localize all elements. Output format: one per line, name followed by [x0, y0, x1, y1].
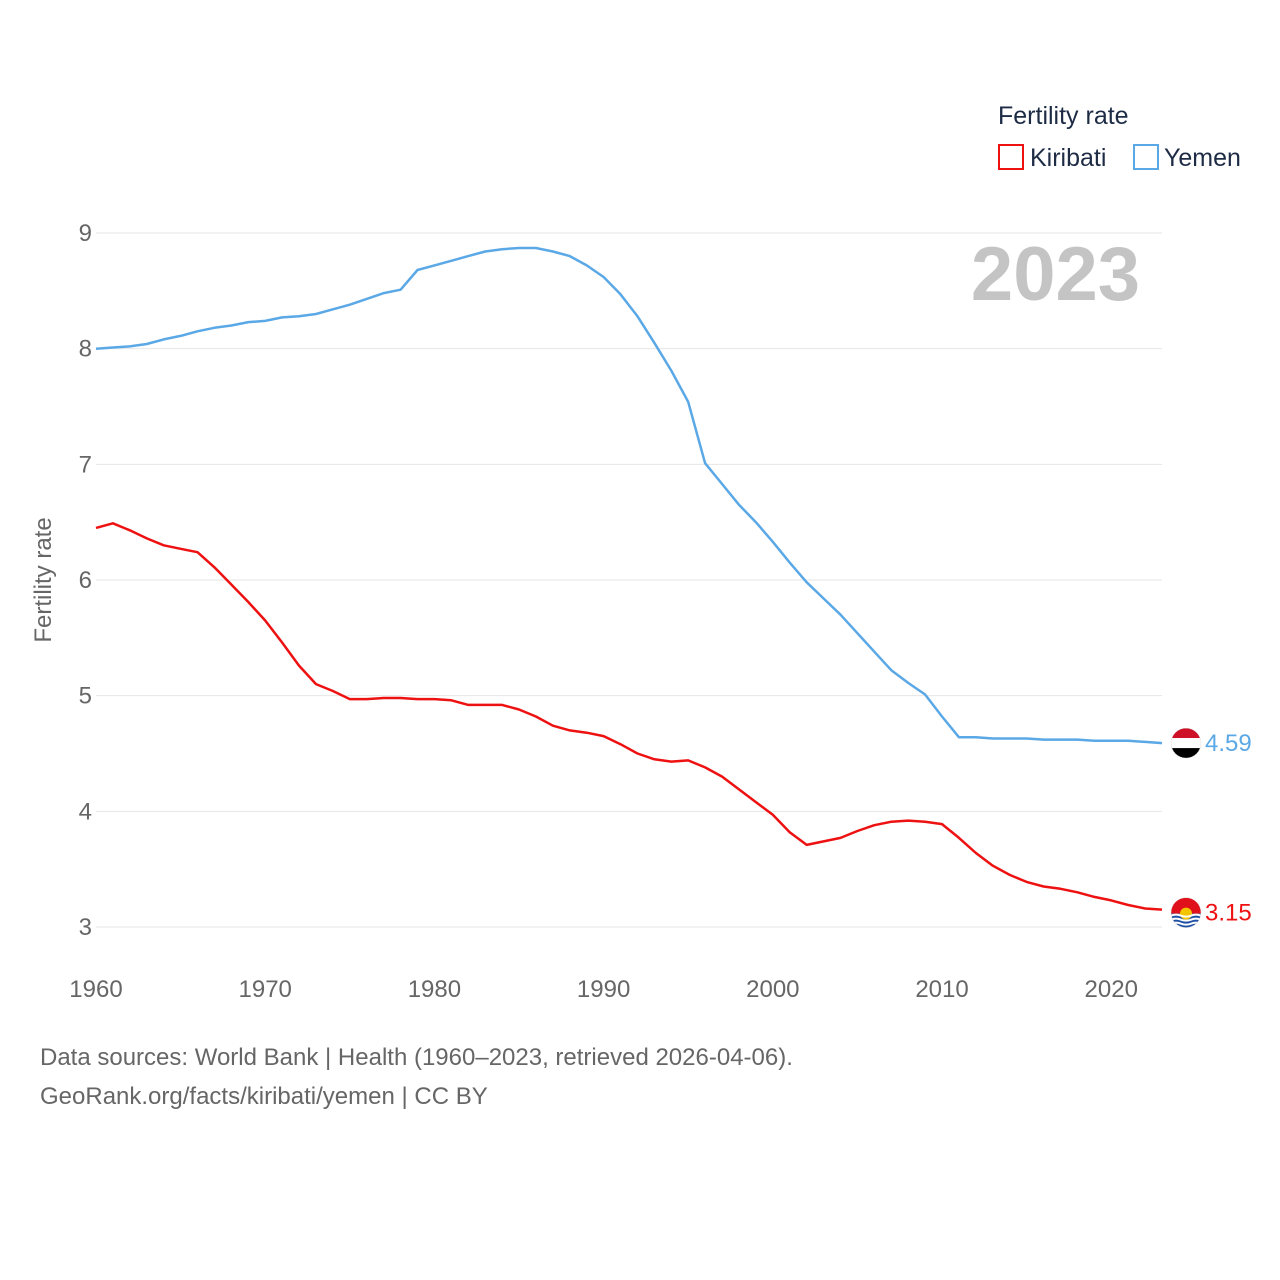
x-tick-2000: 2000	[746, 976, 799, 1003]
y-tick-3: 3	[79, 914, 92, 941]
yemen-flag-icon	[1170, 727, 1202, 759]
footer-credit[interactable]: GeoRank.org/facts/kiribati/yemen | CC BY	[40, 1083, 488, 1110]
y-tick-5: 5	[79, 683, 92, 710]
y-tick-4: 4	[79, 798, 92, 825]
x-tick-2020: 2020	[1085, 976, 1138, 1003]
end-label-yemen: 4.59	[1205, 730, 1252, 757]
x-tick-1970: 1970	[239, 976, 292, 1003]
x-axis-ticks: 1960 1970 1980 1990 2000 2010 2020	[69, 976, 1138, 1003]
footer-sources: Data sources: World Bank | Health (1960–…	[40, 1044, 793, 1071]
y-axis-ticks: 3 4 5 6 7 8 9	[79, 220, 92, 941]
legend-swatch-kiribati	[998, 144, 1024, 170]
y-tick-7: 7	[79, 451, 92, 478]
legend-title: Fertility rate	[998, 102, 1129, 130]
kiribati-flag-icon	[1170, 897, 1202, 928]
x-tick-2010: 2010	[915, 976, 968, 1003]
series-lines	[95, 246, 1163, 911]
y-tick-8: 8	[79, 336, 92, 363]
y-tick-9: 9	[79, 220, 92, 247]
gridlines	[96, 232, 1162, 928]
legend: Fertility rate Kiribati Yemen	[998, 102, 1241, 172]
legend-swatch-yemen	[1133, 144, 1159, 170]
legend-item-kiribati[interactable]: Kiribati	[998, 144, 1106, 172]
series-line-kiribati[interactable]	[95, 522, 1163, 911]
y-axis-label: Fertility rate	[30, 517, 57, 642]
legend-label-yemen: Yemen	[1164, 144, 1241, 172]
current-year-label: 2023	[971, 232, 1140, 317]
legend-label-kiribati: Kiribati	[1030, 144, 1106, 172]
series-line-yemen[interactable]	[95, 246, 1163, 745]
x-tick-1980: 1980	[408, 976, 461, 1003]
legend-item-yemen[interactable]: Yemen	[1133, 144, 1241, 172]
x-tick-1960: 1960	[69, 976, 122, 1003]
y-tick-6: 6	[79, 567, 92, 594]
end-label-kiribati: 3.15	[1205, 900, 1252, 927]
x-tick-1990: 1990	[577, 976, 630, 1003]
series-end-markers: 3.15 4.59	[1170, 727, 1252, 928]
